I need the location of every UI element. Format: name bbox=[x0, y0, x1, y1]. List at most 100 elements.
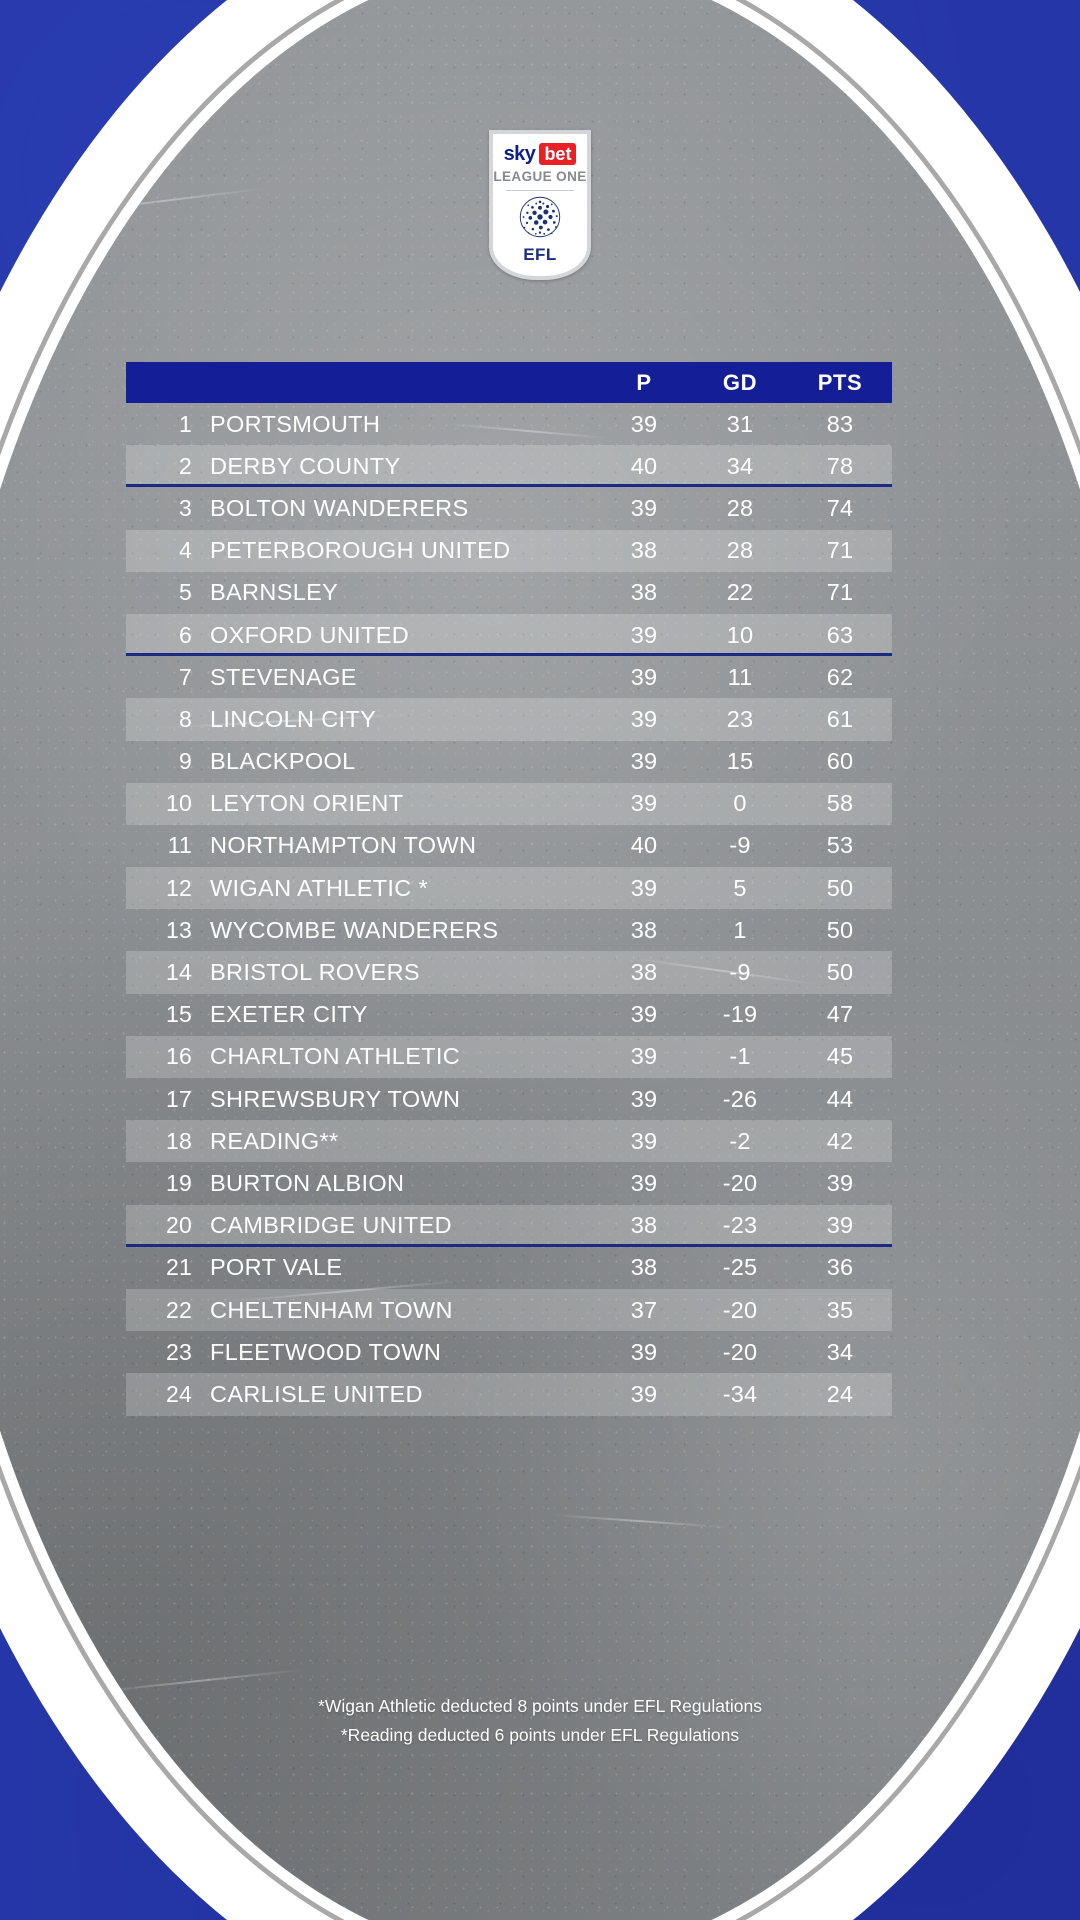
header-played: P bbox=[636, 369, 652, 395]
cell-team-name: BARNSLEY bbox=[210, 579, 339, 606]
cell-goal-difference: -20 bbox=[722, 1338, 758, 1365]
table-row: 8 LINCOLN CITY 39 23 61 bbox=[126, 698, 892, 741]
cell-played: 39 bbox=[630, 1001, 658, 1028]
cell-points: 39 bbox=[826, 1169, 854, 1196]
cell-points: 36 bbox=[826, 1254, 854, 1281]
header-goal-difference: GD bbox=[722, 369, 758, 395]
table-row: 15 EXETER CITY 39 -19 47 bbox=[126, 994, 892, 1036]
cell-goal-difference: -26 bbox=[722, 1085, 758, 1112]
cell-team-name: NORTHAMPTON TOWN bbox=[210, 832, 477, 859]
cell-goal-difference: -2 bbox=[729, 1127, 751, 1154]
table-row: 11 NORTHAMPTON TOWN 40 -9 53 bbox=[126, 825, 892, 867]
cell-position: 19 bbox=[166, 1169, 192, 1196]
cell-position: 21 bbox=[166, 1254, 192, 1281]
cell-played: 37 bbox=[630, 1296, 658, 1323]
table-row: 24 CARLISLE UNITED 39 -34 24 bbox=[126, 1373, 892, 1416]
cell-position: 14 bbox=[166, 959, 192, 986]
table-row: 13 WYCOMBE WANDERERS 38 1 50 bbox=[126, 909, 892, 951]
cell-points: 47 bbox=[826, 1001, 854, 1028]
table-row: 5 BARNSLEY 38 22 71 bbox=[126, 572, 892, 614]
cell-goal-difference: 15 bbox=[726, 748, 754, 775]
cell-position: 5 bbox=[179, 579, 192, 606]
cell-position: 18 bbox=[166, 1127, 192, 1154]
cell-played: 39 bbox=[630, 1085, 658, 1112]
cell-points: 34 bbox=[826, 1338, 854, 1365]
cell-played: 39 bbox=[630, 1127, 658, 1154]
cell-team-name: PORT VALE bbox=[210, 1254, 343, 1281]
cell-points: 45 bbox=[826, 1043, 854, 1070]
table-row: 18 READING** 39 -2 42 bbox=[126, 1120, 892, 1163]
cell-points: 50 bbox=[826, 916, 854, 943]
cell-team-name: DERBY COUNTY bbox=[210, 452, 401, 479]
cell-team-name: PETERBOROUGH UNITED bbox=[210, 537, 511, 564]
cell-played: 40 bbox=[630, 452, 658, 479]
table-row: 16 CHARLTON ATHLETIC 39 -1 45 bbox=[126, 1035, 892, 1078]
cell-points: 62 bbox=[826, 663, 854, 690]
cell-position: 23 bbox=[166, 1338, 192, 1365]
cell-played: 38 bbox=[630, 916, 658, 943]
table-row: 4 PETERBOROUGH UNITED 38 28 71 bbox=[126, 529, 892, 572]
cell-played: 39 bbox=[630, 705, 658, 732]
cell-played: 39 bbox=[630, 1380, 658, 1407]
cell-team-name: PORTSMOUTH bbox=[210, 410, 381, 437]
header-points: PTS bbox=[817, 369, 863, 395]
efl-text: EFL bbox=[523, 245, 557, 264]
cell-played: 39 bbox=[630, 621, 658, 648]
sky-bet-league-one-badge: sky bet LEAGUE ONE bbox=[489, 130, 591, 280]
cell-points: 71 bbox=[826, 579, 854, 606]
cell-played: 38 bbox=[630, 537, 658, 564]
cell-played: 38 bbox=[630, 959, 658, 986]
cell-team-name: LINCOLN CITY bbox=[210, 705, 377, 732]
cell-points: 39 bbox=[826, 1212, 854, 1239]
cell-goal-difference: 11 bbox=[727, 663, 753, 690]
cell-team-name: WYCOMBE WANDERERS bbox=[210, 916, 499, 943]
cell-position: 12 bbox=[166, 874, 192, 901]
cell-played: 39 bbox=[630, 1169, 658, 1196]
cell-team-name: BRISTOL ROVERS bbox=[210, 959, 420, 986]
cell-points: 24 bbox=[826, 1380, 854, 1407]
table-row: 9 BLACKPOOL 39 15 60 bbox=[126, 741, 892, 783]
cell-position: 1 bbox=[179, 410, 192, 437]
cell-played: 39 bbox=[630, 1043, 658, 1070]
footnotes: *Wigan Athletic deducted 8 points under … bbox=[0, 1692, 1080, 1750]
table-row: 1 PORTSMOUTH 39 31 83 bbox=[126, 403, 892, 445]
cell-points: 71 bbox=[826, 537, 854, 564]
cell-points: 44 bbox=[826, 1085, 854, 1112]
cell-team-name: SHREWSBURY TOWN bbox=[210, 1085, 461, 1112]
cell-goal-difference: -34 bbox=[722, 1380, 758, 1407]
table-row: 7 STEVENAGE 39 11 62 bbox=[126, 656, 892, 698]
cell-points: 74 bbox=[826, 494, 854, 521]
table-row: 14 BRISTOL ROVERS 38 -9 50 bbox=[126, 951, 892, 994]
table-header-row: P GD PTS bbox=[126, 362, 892, 403]
cell-team-name: OXFORD UNITED bbox=[210, 621, 410, 648]
cell-team-name: READING** bbox=[210, 1127, 339, 1154]
sky-text: sky bbox=[503, 143, 536, 165]
cell-goal-difference: 1 bbox=[733, 916, 747, 943]
cell-goal-difference: -9 bbox=[729, 959, 751, 986]
cell-team-name: STEVENAGE bbox=[210, 663, 357, 690]
bet-text: bet bbox=[539, 143, 577, 165]
cell-played: 39 bbox=[630, 874, 658, 901]
cell-points: 53 bbox=[826, 832, 854, 859]
table-body: 1 PORTSMOUTH 39 31 83 2 DERBY COUNTY 40 34 78 3 BOL… bbox=[126, 403, 892, 1416]
cell-team-name: BLACKPOOL bbox=[210, 748, 356, 775]
cell-points: 83 bbox=[826, 410, 854, 437]
cell-points: 61 bbox=[826, 705, 854, 732]
cell-goal-difference: 10 bbox=[726, 621, 754, 648]
cell-goal-difference: -20 bbox=[722, 1296, 758, 1323]
cell-points: 58 bbox=[826, 790, 854, 817]
league-badge: sky bet LEAGUE ONE bbox=[0, 130, 1080, 280]
cell-points: 50 bbox=[826, 874, 854, 901]
cell-goal-difference: -20 bbox=[722, 1169, 758, 1196]
cell-goal-difference: 31 bbox=[726, 410, 754, 437]
cell-position: 10 bbox=[166, 790, 192, 817]
cell-position: 16 bbox=[166, 1043, 192, 1070]
cell-goal-difference: 5 bbox=[733, 874, 747, 901]
cell-team-name: CHELTENHAM TOWN bbox=[210, 1296, 453, 1323]
badge-divider bbox=[505, 190, 575, 191]
cell-goal-difference: -1 bbox=[729, 1043, 751, 1070]
cell-goal-difference: 34 bbox=[726, 452, 754, 479]
cell-team-name: CARLISLE UNITED bbox=[210, 1380, 423, 1407]
